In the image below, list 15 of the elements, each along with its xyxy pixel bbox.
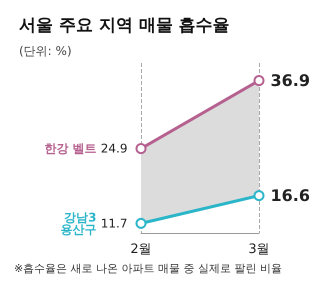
data-label: 11.7 bbox=[100, 216, 128, 230]
text: ※흡수율은 새로 나온 아파트 매물 중 실제로 팔린 비율 bbox=[14, 262, 282, 275]
x-tick-label: 2월 bbox=[130, 242, 152, 257]
x-tick-label: 3월 bbox=[248, 242, 270, 257]
data-label: 24.9 bbox=[100, 142, 128, 156]
text: 강남3 용산구 bbox=[60, 210, 96, 236]
data-label: 16.6 bbox=[270, 186, 310, 206]
point bbox=[254, 75, 264, 86]
point bbox=[136, 143, 146, 154]
text: 한강 벨트 bbox=[44, 142, 96, 156]
chart-subtitle: (단위: %) bbox=[19, 44, 72, 58]
data-label: 36.9 bbox=[270, 71, 310, 90]
chart-title: 서울 주요 지역 매물 흡수율 bbox=[19, 16, 230, 36]
point bbox=[254, 190, 264, 202]
point bbox=[136, 218, 146, 229]
